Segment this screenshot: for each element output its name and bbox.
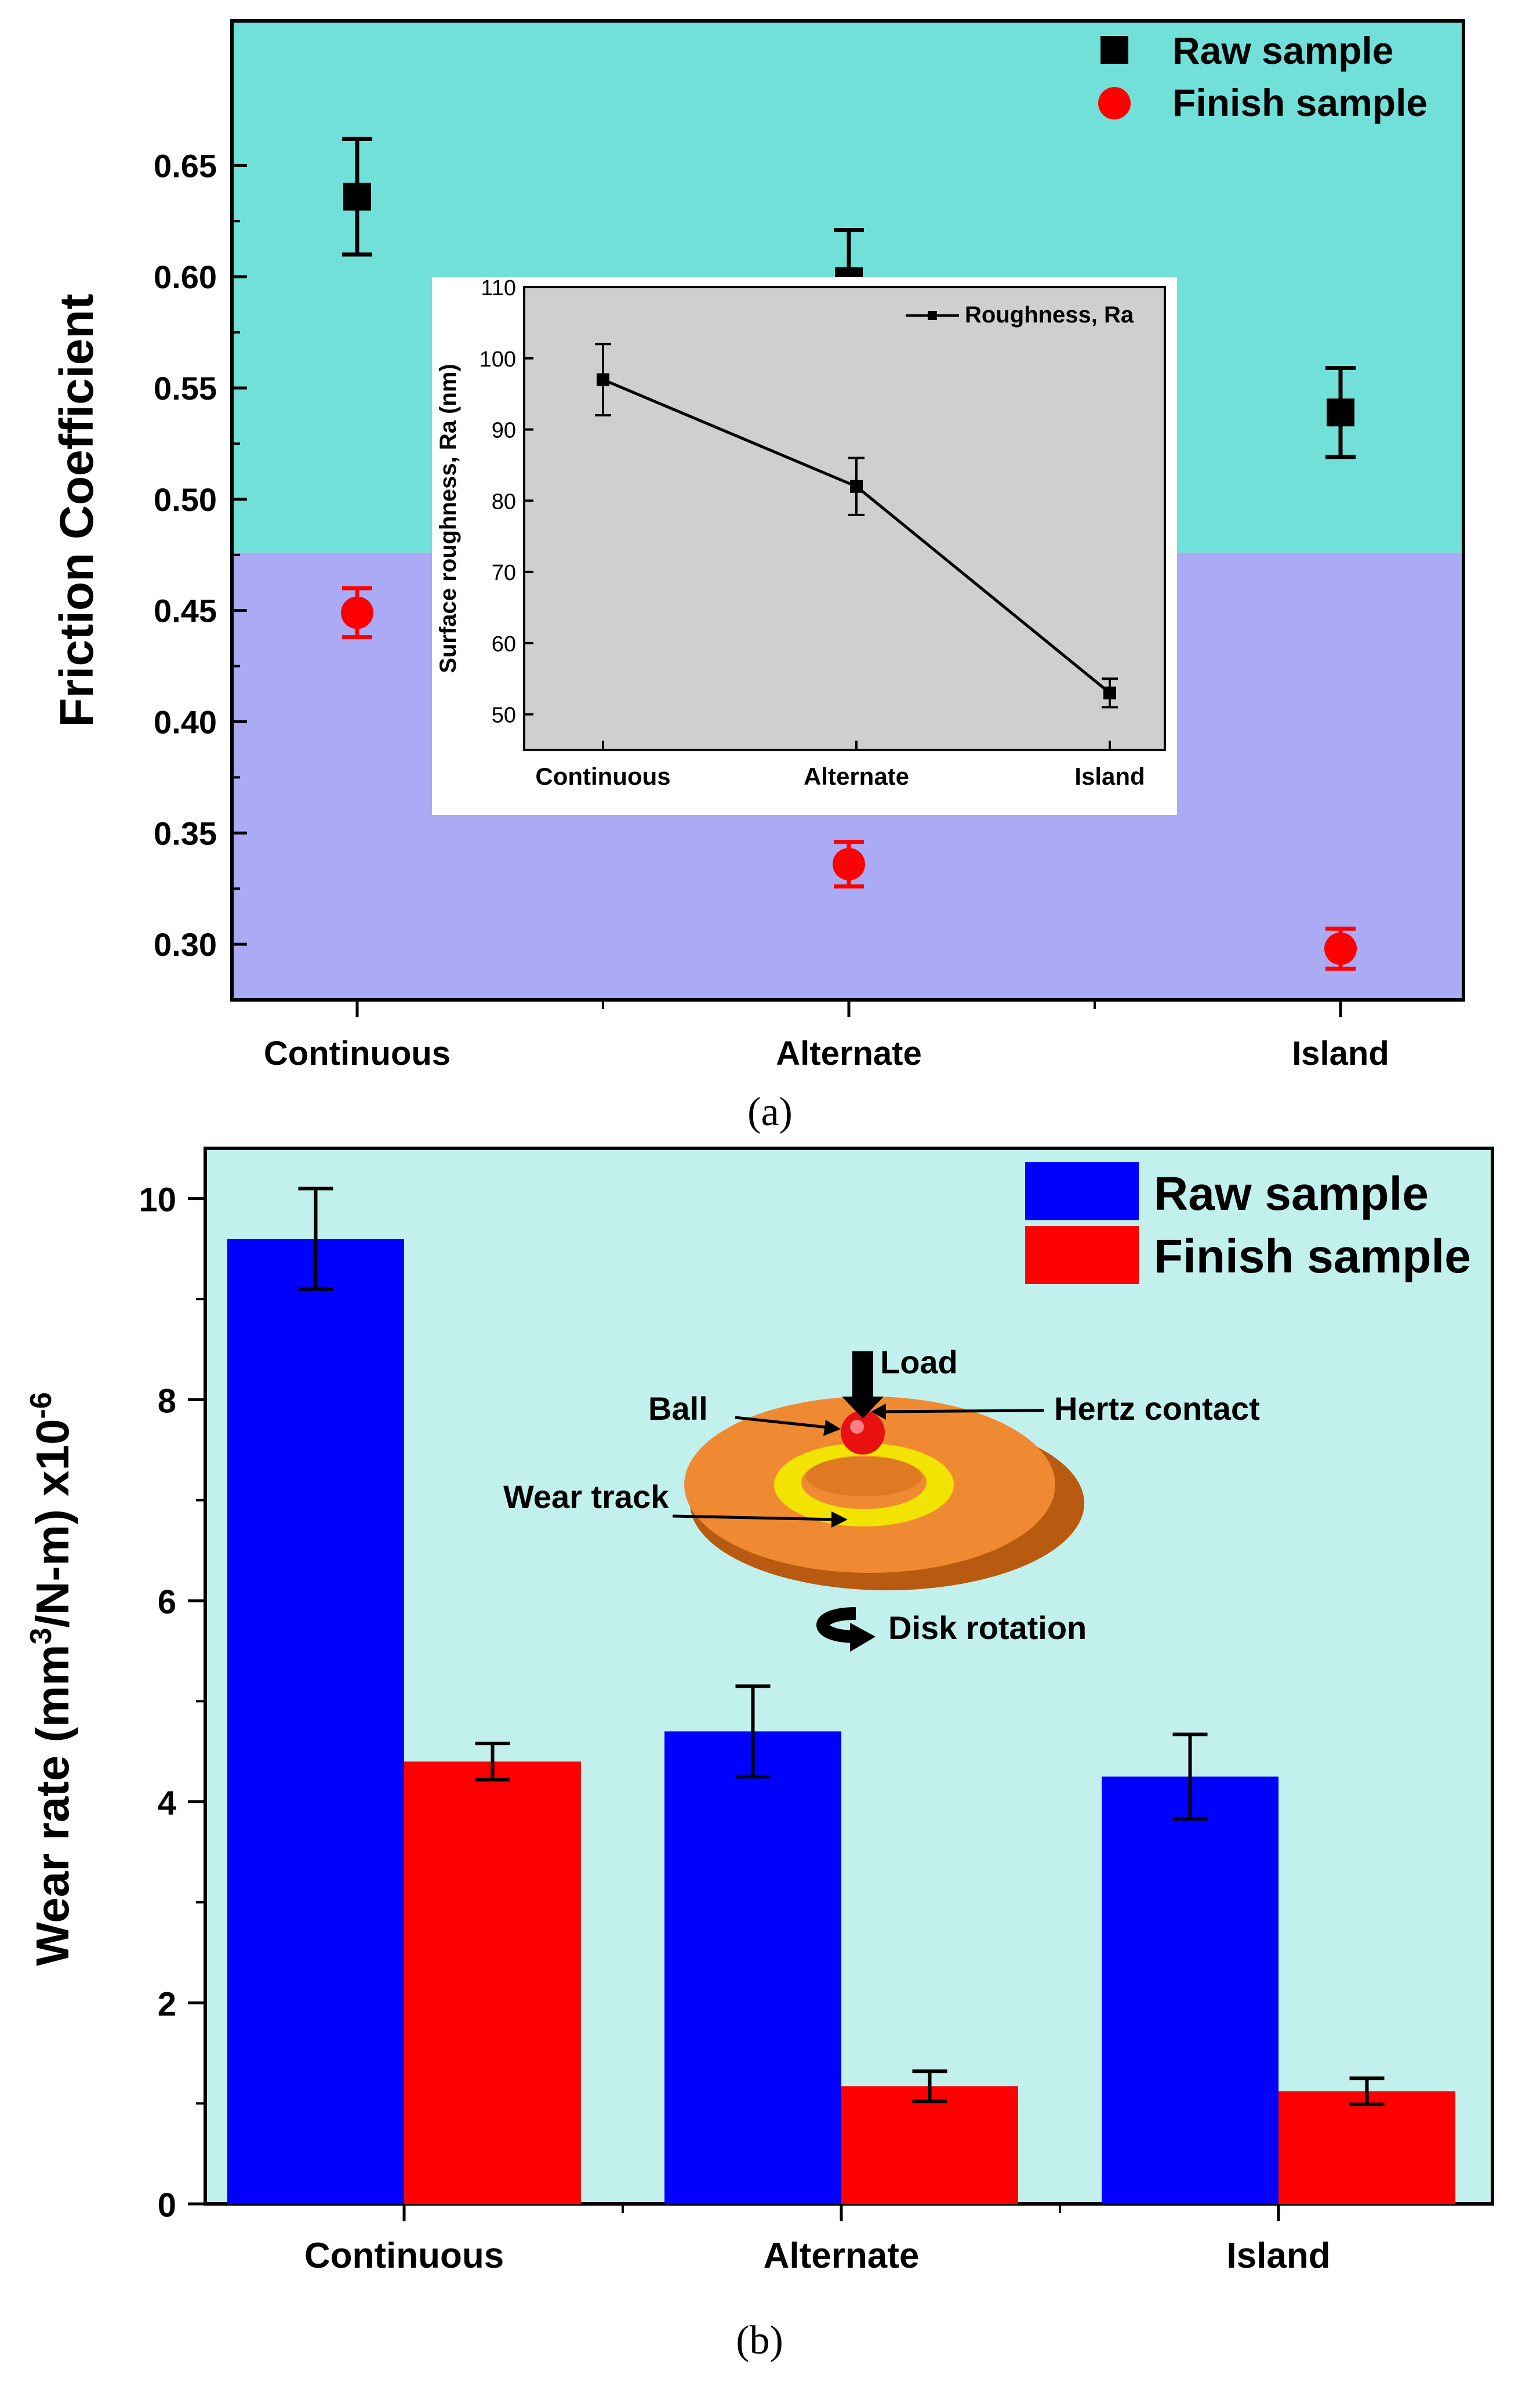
load-arrow-icon — [842, 1351, 884, 1419]
disk-rotation-arrowhead — [850, 1623, 876, 1652]
disk-center-raise — [806, 1457, 922, 1496]
raw-bar-1 — [664, 1731, 841, 2204]
ball-highlight — [850, 1420, 864, 1434]
y-tick-label-a-3: 0.45 — [154, 593, 217, 629]
legend-raw-label-b: Raw sample — [1154, 1167, 1429, 1220]
inset-y-tick-label-0: 50 — [492, 704, 516, 728]
y-tick-label-a-6: 0.60 — [154, 259, 217, 295]
disk-rotation-arrow-icon — [816, 1607, 856, 1643]
finish-bar-2 — [1279, 2091, 1455, 2204]
roughness-marker-0 — [597, 373, 609, 386]
legend-finish-label-b: Finish sample — [1154, 1230, 1471, 1283]
inset-y-tick-label-5: 100 — [480, 347, 516, 372]
inset-y-tick-label-3: 80 — [492, 489, 516, 514]
finish-marker-0 — [341, 596, 373, 629]
hertz-contact-label: Hertz contact — [1054, 1390, 1260, 1427]
y-tick-label-b-3: 6 — [158, 1583, 176, 1621]
y-tick-label-a-4: 0.50 — [154, 481, 217, 518]
axes-a: 0.30 0.35 0.40 0.45 0.50 0.55 0.60 0.65 Continuo… — [154, 147, 1389, 1072]
x-tick-label-b-2: Island — [1226, 2236, 1330, 2276]
legend-finish-label: Finish sample — [1172, 81, 1428, 124]
wear-track-pointer-line — [672, 1514, 838, 1521]
y-label-part2: /N-m) x10 — [27, 1419, 78, 1627]
wear-bars — [227, 1187, 1455, 2204]
y-tick-label-a-5: 0.55 — [154, 370, 217, 407]
raw-marker-2 — [1327, 398, 1354, 427]
caption-b: (b) — [736, 2318, 783, 2363]
y-axis-label-b: Wear rate (mm3/N-m) x10-6 — [24, 1392, 78, 1966]
inset-x-tick-label-0: Continuous — [535, 763, 670, 790]
y-tick-label-b-2: 4 — [158, 1785, 176, 1822]
wear-track-label: Wear track — [503, 1478, 669, 1515]
y-tick-label-b-0: 0 — [158, 2186, 176, 2224]
legend-finish-marker — [1098, 87, 1131, 119]
legend-raw-swatch — [1025, 1162, 1139, 1220]
x-tick-label-a-0: Continuous — [264, 1035, 451, 1072]
inset-y-tick-label-4: 90 — [492, 419, 516, 443]
inset-marks: 50 60 70 80 90 100 110 Continuous Alternate Islan… — [480, 276, 1145, 790]
roughness-marker-2 — [1103, 686, 1116, 699]
y-tick-label-a-7: 0.65 — [154, 147, 217, 184]
ball-pointer-line — [735, 1416, 833, 1430]
x-tick-label-b-1: Alternate — [764, 2236, 920, 2276]
finish-marker-2 — [1324, 932, 1357, 965]
pin-on-disk-diagram: Load Ball Hertz contact Wear track Disk … — [503, 1344, 1260, 1652]
finish-marker-1 — [833, 847, 865, 880]
legend-finish-swatch — [1025, 1226, 1139, 1284]
ball-pointer-head — [823, 1420, 841, 1436]
y-axis-label-a: Friction Coefficient — [50, 293, 103, 727]
y-tick-label-b-1: 2 — [158, 1985, 176, 2023]
roughness-marker-1 — [850, 480, 863, 493]
legend-raw-label: Raw sample — [1172, 29, 1394, 72]
inset-x-tick-label-2: Island — [1074, 763, 1145, 790]
y-tick-label-a-1: 0.35 — [154, 815, 217, 851]
x-tick-label-a-2: Island — [1292, 1035, 1389, 1072]
x-tick-label-a-1: Alternate — [776, 1035, 921, 1072]
raw-marker-0 — [343, 183, 371, 211]
hertz-pointer-line — [880, 1409, 1044, 1413]
inset-y-tick-label-2: 70 — [492, 561, 516, 585]
inset-plot-area — [523, 286, 1166, 751]
inset-legend-marker — [928, 311, 937, 320]
finish-bar-1 — [841, 2086, 1018, 2204]
y-tick-label-a-2: 0.40 — [154, 704, 217, 740]
inset-x-tick-label-1: Alternate — [804, 763, 909, 790]
y-tick-label-b-5: 10 — [139, 1181, 176, 1219]
finish-bar-0 — [404, 1761, 581, 2204]
raw-bar-2 — [1102, 1776, 1279, 2204]
load-label: Load — [880, 1344, 958, 1380]
inset-legend-label: Roughness, Ra — [965, 302, 1134, 328]
disk-rotation-label: Disk rotation — [888, 1609, 1087, 1646]
panel-a-friction-chart: 0.30 0.35 0.40 0.45 0.50 0.55 0.60 0.65 Continuo… — [50, 19, 1465, 1134]
y-label-part1: Wear rate (mm — [27, 1645, 78, 1966]
caption-a: (a) — [747, 1090, 793, 1134]
y-label-sup1: 3 — [24, 1628, 58, 1645]
x-tick-label-b-0: Continuous — [304, 2236, 504, 2276]
axes-b: 0 2 4 6 8 10 Continuous Alternate Island — [139, 1181, 1330, 2276]
raw-bar-0 — [227, 1239, 404, 2204]
ball-icon — [841, 1410, 885, 1455]
panel-b-wear-chart: 0 2 4 6 8 10 Continuous Alternate Island Raw sam… — [24, 1147, 1494, 2363]
legend-raw-marker — [1100, 36, 1128, 64]
roughness-inset: 50 60 70 80 90 100 110 Continuous Alternate Islan… — [432, 276, 1177, 815]
legend-b: Raw sample Finish sample — [1025, 1162, 1471, 1284]
hertz-pointer-head — [871, 1404, 886, 1420]
y-tick-label-b-4: 8 — [158, 1382, 176, 1420]
y-label-sup2: -6 — [24, 1392, 58, 1419]
y-tick-label-a-0: 0.30 — [154, 926, 217, 963]
wear-track-pointer-head — [831, 1511, 848, 1528]
inset-y-axis-label: Surface roughness, Ra (nm) — [435, 364, 461, 673]
ball-label: Ball — [648, 1390, 708, 1427]
inset-y-tick-label-6: 110 — [481, 276, 516, 300]
legend-a: Raw sample Finish sample — [1098, 29, 1428, 124]
inset-y-tick-label-1: 60 — [492, 632, 516, 657]
